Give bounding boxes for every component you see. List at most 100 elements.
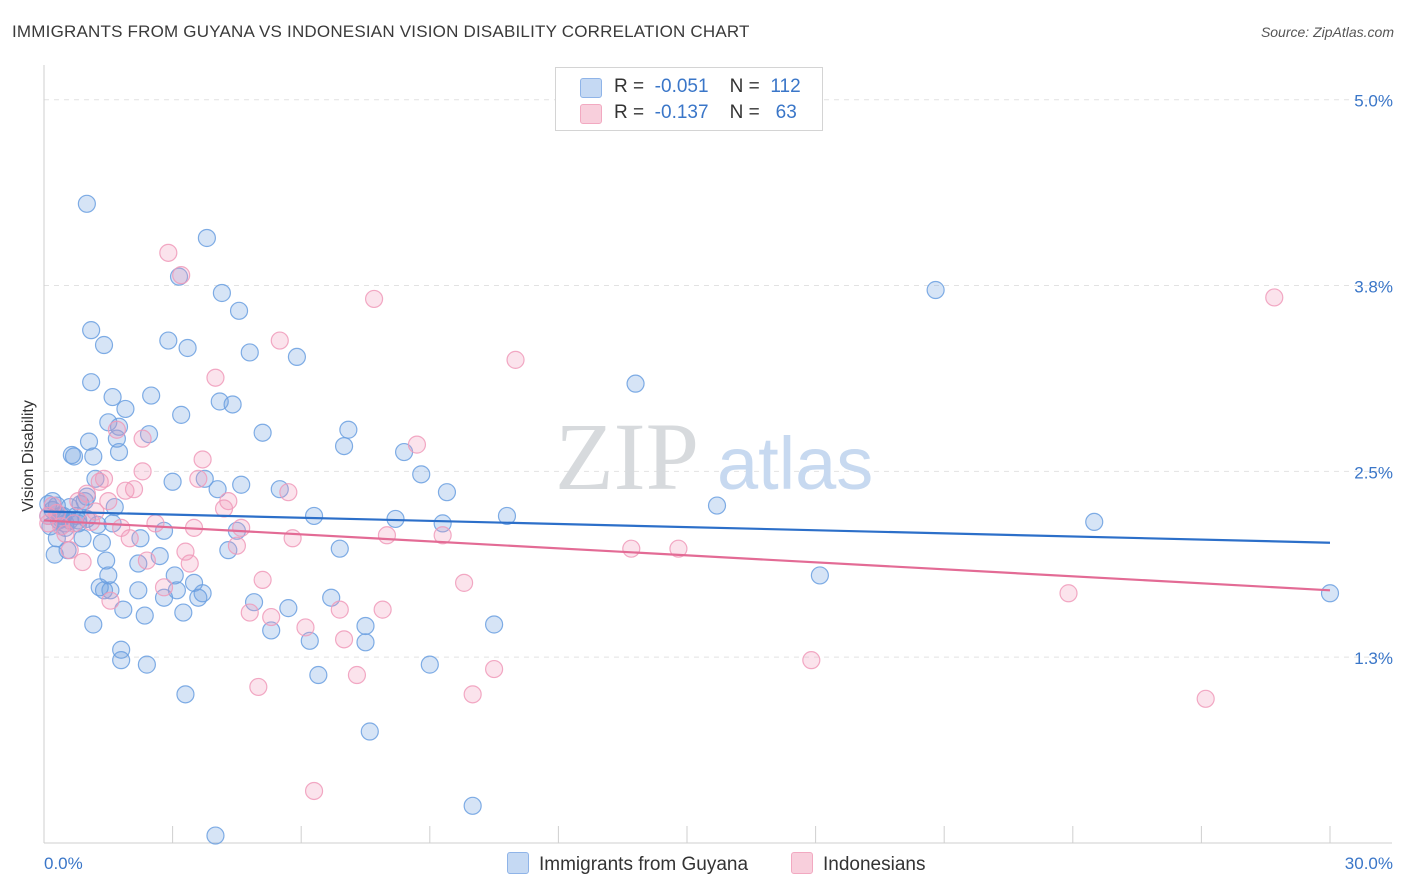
point-guyana [84,447,103,466]
point-guyana [142,386,161,405]
point-guyana [176,685,195,704]
point-guyana [485,615,504,634]
point-indonesians [124,480,144,499]
point-guyana [94,581,114,600]
y-tick-label: 3.8% [1354,278,1393,297]
point-guyana [497,506,517,526]
point-guyana [92,533,111,552]
point-indonesians [99,491,118,511]
point-indonesians [94,469,114,488]
point-indonesians [622,539,641,558]
point-indonesians [377,526,397,545]
point-indonesians [669,539,688,558]
point-guyana [926,280,945,300]
point-indonesians [60,541,79,560]
point-guyana [356,633,375,652]
point-indonesians [146,514,165,533]
point-guyana [240,343,259,362]
point-indonesians [373,600,392,619]
point-guyana [1320,584,1340,603]
point-guyana [360,722,379,741]
point-indonesians [249,677,268,697]
point-indonesians [172,266,191,285]
point-indonesians [296,618,315,637]
point-guyana [330,539,349,558]
series-legend-indonesians[interactable]: Indonesians [791,852,925,876]
point-indonesians [77,484,96,503]
point-guyana [159,331,178,350]
point-indonesians [802,651,821,670]
point-guyana [165,566,184,585]
x-tick-label: 30.0% [1345,854,1393,873]
point-indonesians [137,551,156,570]
watermark-zip: ZIP [555,403,699,510]
point-guyana [232,475,251,494]
watermark: ZIP atlas [555,403,873,510]
legend-n-value: 63 [775,102,797,123]
point-indonesians [193,450,212,469]
point-guyana [334,436,354,456]
point-indonesians [240,603,259,622]
point-indonesians [73,552,92,572]
axis-labels: 1.3% 2.5% 3.8% 5.0% 0.0% 30.0% Vision Disabili… [20,92,1393,873]
point-guyana [300,631,319,650]
y-tick-label: 5.0% [1354,92,1393,111]
point-guyana [304,506,324,526]
y-axis-title: Vision Disability [20,400,37,512]
point-guyana [82,321,101,340]
point-guyana [77,194,96,213]
trend-line-indonesians [43,519,1331,592]
point-guyana [101,581,120,600]
point-guyana [262,621,281,640]
point-guyana [112,651,131,670]
point-guyana [339,420,358,439]
point-guyana [64,447,84,466]
legend-swatch-guyana [580,78,602,98]
series-legend-guyana[interactable]: Immigrants from Guyana [507,852,748,876]
source-label: Source: ZipAtlas.com [1260,24,1394,40]
point-indonesians [176,542,195,561]
point-indonesians [101,591,120,610]
point-indonesians [1196,689,1215,708]
point-indonesians [433,526,452,545]
point-guyana [82,373,101,392]
y-tick-label: 2.5% [1354,463,1393,482]
point-guyana [79,432,99,451]
point-guyana [1085,512,1104,532]
point-guyana [279,599,298,618]
point-guyana [103,387,122,407]
point-indonesians [330,600,349,619]
trend-lines [43,510,1331,592]
point-guyana [97,551,116,570]
point-guyana [129,581,148,600]
legend-swatch-indonesians [580,104,602,124]
point-guyana [197,228,216,248]
point-indonesians [219,491,238,511]
x-tick-label: 0.0% [44,854,83,873]
point-guyana [131,529,150,548]
point-guyana [174,603,193,622]
point-guyana [356,616,375,636]
stats-legend: R = -0.051 N = 112 R = -0.137 N = 63 [555,67,823,131]
point-guyana [178,338,197,358]
point-indonesians [454,573,474,592]
point-indonesians [279,483,298,502]
point-indonesians [232,518,251,537]
series-label-guyana: Immigrants from Guyana [539,854,749,875]
point-guyana [253,423,272,442]
point-guyana [223,395,242,414]
point-guyana [112,640,131,659]
point-guyana [463,796,482,815]
point-indonesians [270,331,289,350]
trend-line-guyana [43,510,1331,544]
legend-r-label: R = [614,76,645,97]
point-indonesians [253,570,272,589]
point-indonesians [1265,288,1284,307]
point-indonesians [506,350,525,369]
point-indonesians [154,578,174,597]
point-guyana [137,655,156,674]
point-guyana [309,665,328,685]
point-guyana [420,655,439,674]
axes [43,65,1392,844]
point-guyana [73,529,92,548]
